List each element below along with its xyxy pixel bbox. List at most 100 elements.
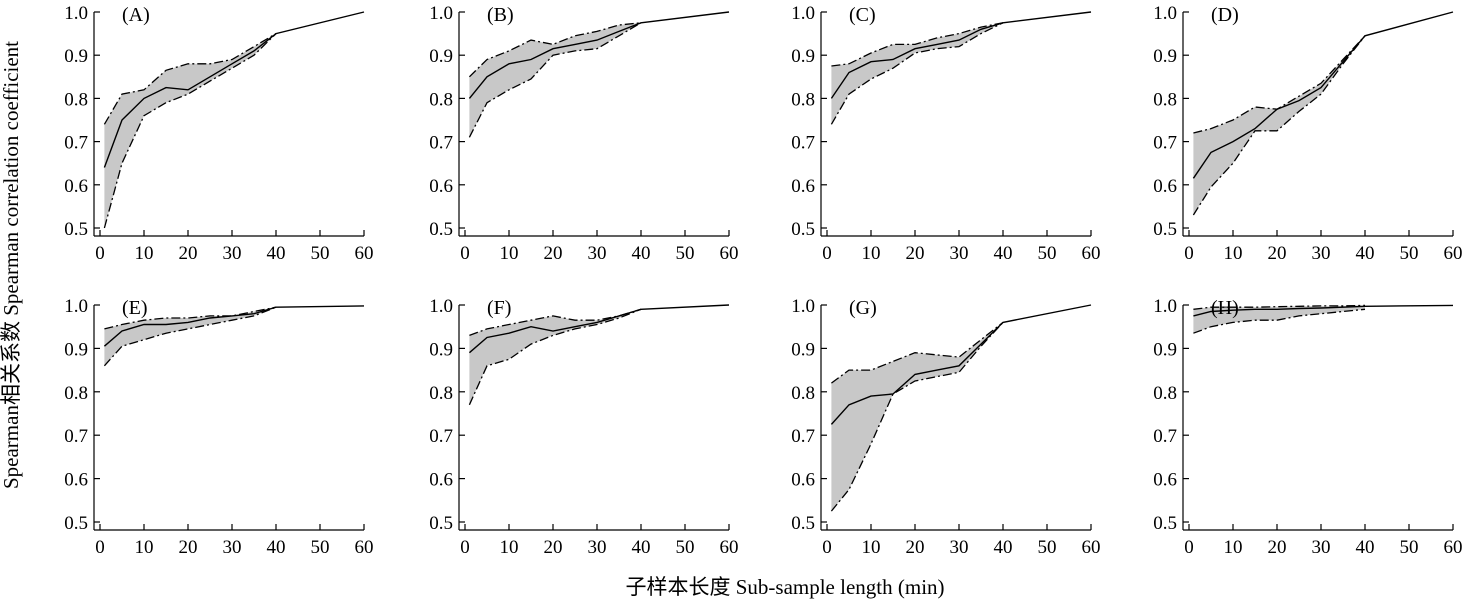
y-tick-label: 1.0 <box>64 3 88 24</box>
x-tick-label: 20 <box>906 537 925 558</box>
mean-line <box>1193 304 1454 317</box>
y-tick-label: 0.7 <box>791 426 815 447</box>
x-tick-label: 50 <box>1400 243 1419 264</box>
x-tick-label: 50 <box>311 243 330 264</box>
x-tick-label: 20 <box>906 243 925 264</box>
panel-label: (C) <box>849 4 876 26</box>
y-tick-label: 1.0 <box>64 296 88 317</box>
panels-group: 0.5 0.6 0.7 0.8 0.9 1.0 0 10 20 30 40 50 60 (A) 0.5 0.6… <box>64 3 1462 558</box>
y-tick-label: 1.0 <box>791 296 815 317</box>
lower-bound-line <box>468 308 642 406</box>
y-tick-label: 0.5 <box>1153 513 1177 534</box>
x-tick-label: 10 <box>1224 243 1243 264</box>
x-tick-label: 20 <box>544 537 563 558</box>
y-tick-label: 0.8 <box>1153 89 1177 110</box>
y-tick-label: 0.6 <box>791 176 815 197</box>
panel-label: (F) <box>487 297 511 319</box>
y-tick-label: 0.5 <box>64 219 88 240</box>
panel-label: (G) <box>849 297 877 319</box>
x-tick-label: 0 <box>95 243 105 264</box>
chart-panel-3: 0.5 0.6 0.7 0.8 0.9 1.0 0 10 20 30 40 50 60 (C) <box>791 3 1100 264</box>
x-axis-title: 子样本长度 Sub-sample length (min) <box>625 575 944 599</box>
y-tick-label: 0.8 <box>64 89 88 110</box>
y-tick-label: 0.5 <box>64 513 88 534</box>
x-tick-label: 50 <box>1038 243 1057 264</box>
x-tick-label: 60 <box>1082 243 1101 264</box>
x-tick-label: 60 <box>1444 243 1463 264</box>
x-tick-label: 50 <box>311 537 330 558</box>
panel-label: (B) <box>487 4 514 26</box>
x-tick-label: 30 <box>588 243 607 264</box>
y-tick-label: 1.0 <box>429 3 453 24</box>
x-tick-label: 30 <box>1312 243 1331 264</box>
upper-bound-line <box>468 22 642 78</box>
y-tick-label: 0.9 <box>64 339 88 360</box>
x-tick-label: 40 <box>994 537 1013 558</box>
x-tick-label: 60 <box>355 243 374 264</box>
x-tick-label: 30 <box>223 243 242 264</box>
x-tick-label: 10 <box>500 537 519 558</box>
y-tick-label: 0.6 <box>64 470 88 491</box>
y-tick-label: 0.8 <box>429 383 453 404</box>
lower-bound-line <box>830 22 1004 125</box>
y-tick-label: 0.7 <box>429 426 453 447</box>
lower-bound-line <box>1192 35 1366 216</box>
y-tick-label: 0.7 <box>64 426 88 447</box>
mean-line <box>830 11 1092 99</box>
x-tick-label: 0 <box>460 537 470 558</box>
panel-label: (E) <box>122 297 148 319</box>
y-tick-label: 0.8 <box>1153 383 1177 404</box>
x-tick-label: 40 <box>1356 537 1375 558</box>
lower-bound-line <box>1193 308 1366 334</box>
y-tick-label: 0.7 <box>1153 426 1177 447</box>
x-tick-label: 40 <box>632 243 651 264</box>
y-tick-label: 0.7 <box>64 133 88 154</box>
mean-line <box>468 11 730 99</box>
chart-panel-4: 0.5 0.6 0.7 0.8 0.9 1.0 0 10 20 30 40 50 60 (D) <box>1153 3 1462 264</box>
x-tick-label: 40 <box>994 243 1013 264</box>
mean-line <box>830 304 1092 425</box>
y-tick-label: 0.9 <box>1153 46 1177 67</box>
y-tick-label: 0.7 <box>429 133 453 154</box>
y-tick-label: 0.9 <box>791 46 815 67</box>
y-tick-label: 0.5 <box>791 513 815 534</box>
x-tick-label: 0 <box>95 537 105 558</box>
y-tick-label: 0.6 <box>1153 176 1177 197</box>
upper-bound-line <box>831 22 1004 67</box>
x-tick-label: 60 <box>720 537 739 558</box>
lower-bound-line <box>103 306 277 367</box>
y-tick-label: 0.9 <box>429 46 453 67</box>
x-tick-label: 20 <box>544 243 563 264</box>
y-tick-label: 0.5 <box>429 219 453 240</box>
x-tick-label: 50 <box>1038 537 1057 558</box>
y-tick-label: 0.6 <box>64 176 88 197</box>
confidence-band <box>469 309 641 405</box>
x-tick-label: 20 <box>179 243 198 264</box>
x-tick-label: 40 <box>1356 243 1375 264</box>
x-tick-label: 30 <box>1312 537 1331 558</box>
x-tick-label: 30 <box>950 537 969 558</box>
upper-bound-line <box>831 321 1004 384</box>
x-tick-label: 10 <box>862 243 881 264</box>
x-tick-label: 30 <box>588 537 607 558</box>
confidence-band <box>104 307 277 366</box>
x-tick-label: 10 <box>500 243 519 264</box>
y-axis-title: Spearman相关系数 Spearman correlation coeffi… <box>0 41 23 489</box>
upper-bound-line <box>103 33 277 125</box>
y-tick-label: 0.9 <box>429 339 453 360</box>
lower-bound-line <box>468 22 642 138</box>
chart-panel-8: 0.5 0.6 0.7 0.8 0.9 1.0 0 10 20 30 40 50 60 (H) <box>1153 296 1462 558</box>
x-tick-label: 0 <box>460 243 470 264</box>
y-tick-label: 0.9 <box>64 46 88 67</box>
confidence-band <box>469 22 641 138</box>
y-tick-label: 0.7 <box>791 133 815 154</box>
panel-label: (H) <box>1211 297 1239 319</box>
y-tick-label: 0.8 <box>791 89 815 110</box>
chart-panel-1: 0.5 0.6 0.7 0.8 0.9 1.0 0 10 20 30 40 50 60 (A) <box>64 3 373 264</box>
upper-bound-line <box>1193 304 1366 310</box>
x-tick-label: 10 <box>862 537 881 558</box>
x-tick-label: 40 <box>267 537 286 558</box>
confidence-band <box>1193 35 1365 215</box>
x-tick-label: 50 <box>676 537 695 558</box>
x-tick-label: 10 <box>135 537 154 558</box>
